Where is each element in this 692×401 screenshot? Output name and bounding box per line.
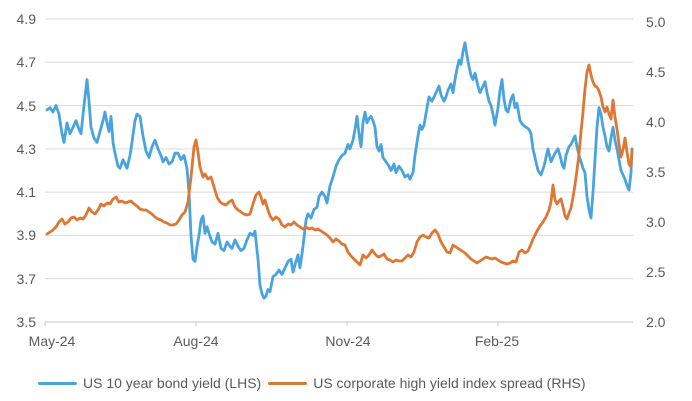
x-axis-tick-label: Aug-24 (173, 333, 219, 349)
legend-item-bond-yield: US 10 year bond yield (LHS) (38, 375, 261, 391)
y-axis-left-tick-label: 4.7 (16, 54, 36, 71)
y-axis-left-tick-label: 4.3 (16, 140, 36, 157)
y-axis-right-tick-label: 2.5 (646, 264, 666, 280)
y-axis-right-tick-label: 3.5 (646, 164, 666, 180)
x-axis-tick-label: Feb-25 (474, 333, 520, 349)
legend-item-hy-spread: US corporate high yield index spread (RH… (268, 375, 586, 391)
y-axis-right-tick-label: 3.0 (646, 214, 666, 230)
y-axis-left-tick-label: 4.1 (16, 184, 36, 201)
y-axis-left-tick-label: 4.9 (16, 11, 36, 27)
legend-line-sample-blue (38, 381, 77, 385)
legend: US 10 year bond yield (LHS) US corporate… (38, 375, 586, 391)
legend-label-bond-yield: US 10 year bond yield (LHS) (83, 375, 262, 391)
y-axis-right-tick-label: 2.0 (646, 314, 666, 330)
series-line-0 (45, 41, 634, 300)
y-axis-left-tick-label: 3.7 (16, 270, 36, 287)
y-axis-right-tick-label: 4.5 (646, 64, 666, 80)
y-axis-right-tick-label: 4.0 (646, 114, 666, 130)
x-axis-tick-label: Nov-24 (325, 333, 371, 349)
y-axis-left-tick-label: 4.5 (16, 97, 36, 114)
series-line-1 (45, 63, 634, 267)
y-axis-right-tick-label: 5.0 (646, 14, 666, 30)
legend-label-hy-spread: US corporate high yield index spread (RH… (313, 375, 586, 391)
y-axis-left-tick-label: 3.9 (16, 227, 36, 244)
y-axis-left-tick-label: 3.5 (16, 314, 36, 330)
x-axis-tick-label: May-24 (28, 333, 76, 349)
legend-line-sample-orange (268, 381, 308, 385)
